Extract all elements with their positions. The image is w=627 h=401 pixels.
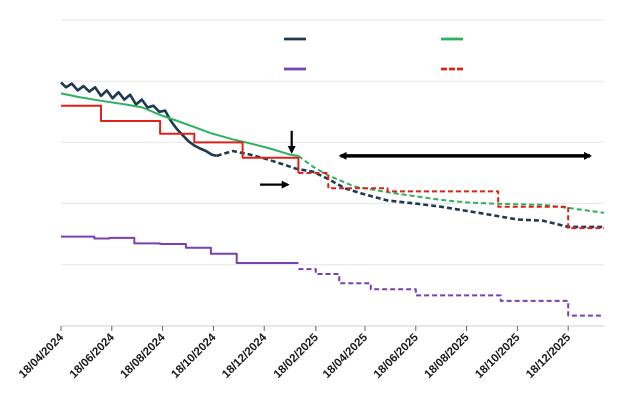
series-line-8 (298, 268, 604, 317)
series-line-6 (298, 172, 604, 230)
x-tick-label: 18/10/2024 (169, 331, 219, 381)
x-tick-label: 18/12/2024 (220, 331, 270, 381)
series-line-3 (60, 92, 299, 157)
legend (284, 37, 463, 71)
x-tick-label: 18/06/2024 (68, 331, 118, 381)
series-line-7 (61, 235, 299, 264)
annotations (260, 130, 593, 189)
series-line-2 (216, 149, 604, 229)
x-axis: 18/04/2024 18/06/2024 18/08/2024 18/10/2024… (17, 325, 604, 381)
x-tick-label: 18/12/2025 (524, 331, 574, 381)
gridlines (61, 19, 604, 327)
series-group (60, 81, 605, 317)
series-line-1 (60, 81, 218, 158)
series-line-5 (61, 104, 300, 173)
x-tick-label: 18/02/2025 (272, 331, 322, 381)
x-tick-label: 18/04/2025 (321, 331, 371, 381)
x-tick-label: 18/10/2025 (473, 331, 523, 381)
x-tick-label: 18/08/2024 (119, 331, 169, 381)
x-tick-label: 18/08/2025 (423, 331, 473, 381)
x-tick-label: 18/06/2025 (372, 331, 422, 381)
series-line-4 (297, 155, 605, 214)
x-tick-label: 18/04/2024 (17, 331, 67, 381)
